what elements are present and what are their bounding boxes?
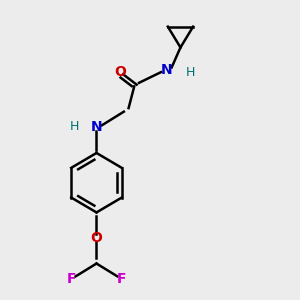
Text: F: F bbox=[67, 272, 76, 286]
Text: F: F bbox=[116, 272, 126, 286]
Text: O: O bbox=[91, 231, 102, 245]
Text: H: H bbox=[70, 120, 79, 133]
Text: H: H bbox=[185, 66, 195, 79]
Text: N: N bbox=[160, 63, 172, 77]
Text: N: N bbox=[91, 120, 102, 134]
Text: O: O bbox=[114, 65, 126, 79]
